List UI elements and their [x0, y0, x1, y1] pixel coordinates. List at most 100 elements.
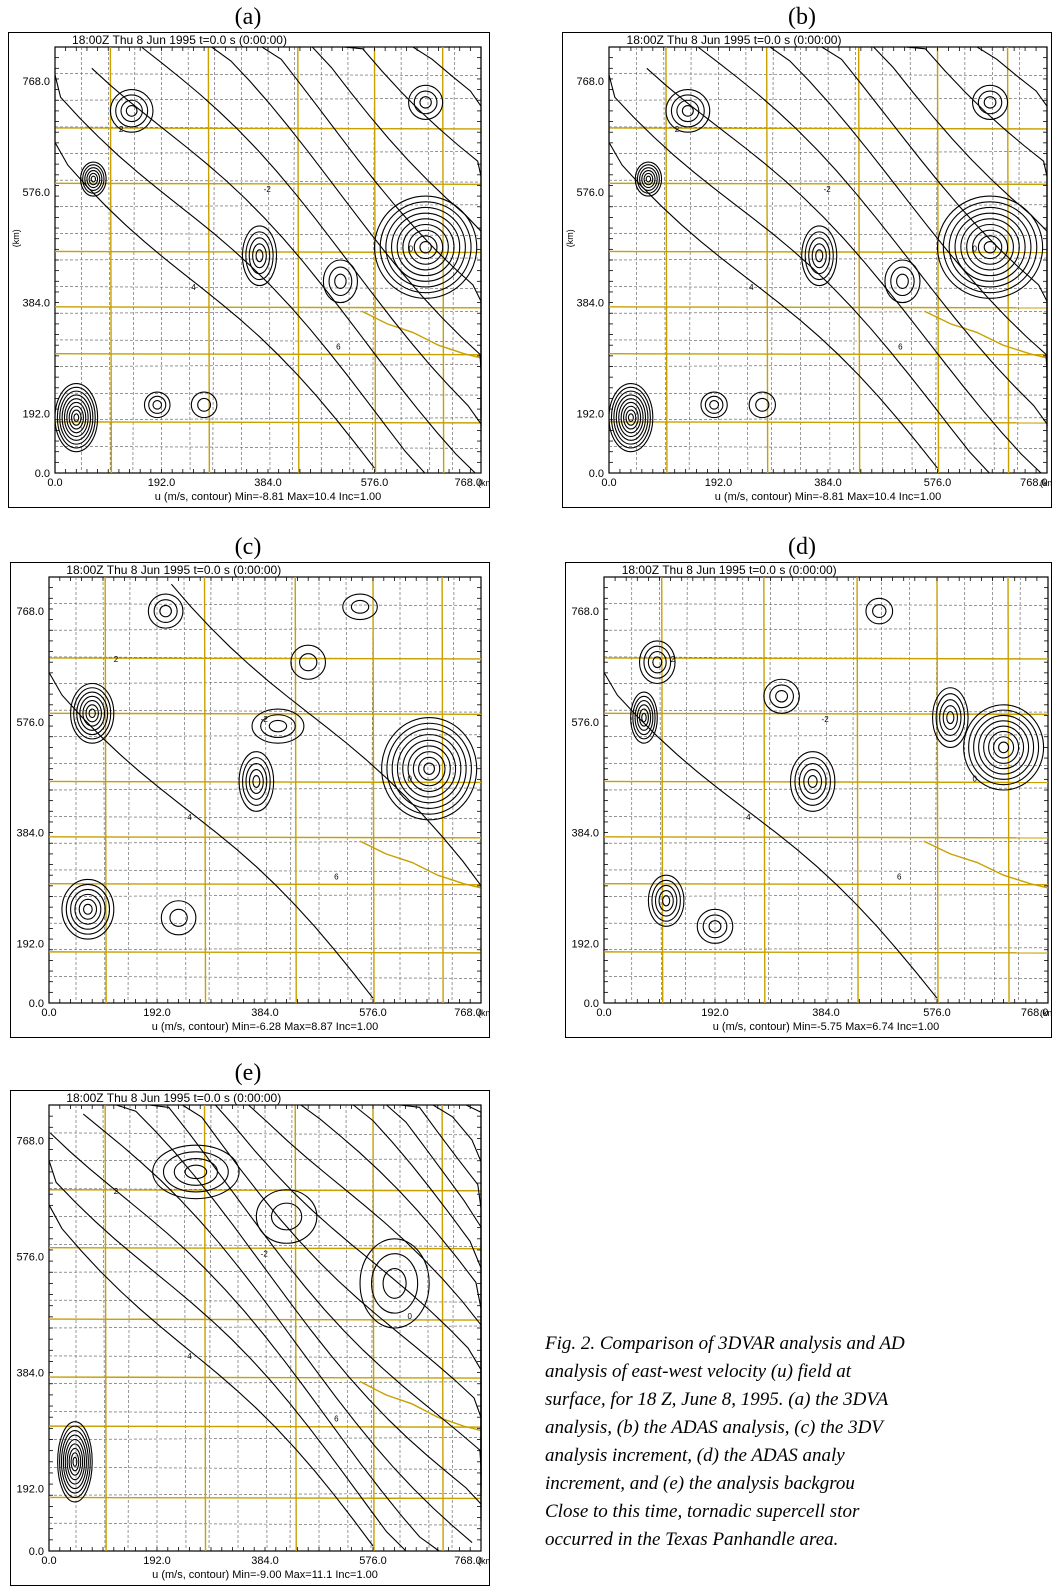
y-tick-label: 0.0: [589, 468, 604, 480]
x-tick-label: 384.0: [251, 1555, 279, 1567]
y-tick-label: 768.0: [16, 606, 44, 618]
contour-label: 4: [749, 283, 754, 292]
panel-label-d: (d): [788, 534, 816, 560]
contour-map-c: 18:00Z Thu 8 Jun 1995 t=0.0 s (0:00:00) 2…: [16, 563, 489, 1033]
x-tick-label: 0.0: [596, 1007, 611, 1019]
contour-label: -2: [261, 715, 269, 724]
y-tick-label: 384.0: [16, 828, 44, 840]
x-tick-label: 0.0: [47, 477, 62, 489]
x-tick-label: 0.0: [601, 477, 616, 489]
x-tick-label: 192.0: [701, 1007, 729, 1019]
y-tick-label: 768.0: [571, 606, 599, 618]
contour-label: 2: [119, 125, 124, 134]
y-tick-label: 384.0: [16, 1368, 44, 1380]
state-lines: [48, 1104, 482, 1552]
x-tick-label: 0.0: [41, 1007, 56, 1019]
contour-lines: [54, 46, 482, 474]
y-tick-label: 192.0: [576, 408, 604, 420]
x-unit-label: (km): [478, 1008, 489, 1018]
panel-footer: u (m/s, contour) Min=-6.28 Max=8.87 Inc=…: [152, 1021, 379, 1033]
contour-label: 0: [408, 1312, 413, 1321]
contour-label: -2: [264, 185, 272, 194]
x-unit-label: (km): [1040, 1008, 1051, 1018]
y-tick-label: 576.0: [571, 717, 599, 729]
caption-line: occurred in the Texas Panhandle area.: [545, 1529, 839, 1550]
x-tick-label: 576.0: [924, 477, 952, 489]
x-tick-label: 192.0: [143, 1007, 171, 1019]
panel-header: 18:00Z Thu 8 Jun 1995 t=0.0 s (0:00:00): [66, 1091, 281, 1105]
y-unit-label: (km): [11, 229, 21, 247]
panel-header: 18:00Z Thu 8 Jun 1995 t=0.0 s (0:00:00): [627, 33, 842, 47]
x-tick-label: 768.0: [1020, 477, 1048, 489]
y-tick-label: 384.0: [576, 298, 604, 310]
x-tick-label: 576.0: [923, 1007, 951, 1019]
contour-label: -2: [824, 185, 832, 194]
caption-line: analysis of east-west velocity (u) field…: [545, 1361, 852, 1382]
contour-map-d: 18:00Z Thu 8 Jun 1995 t=0.0 s (0:00:00) 2…: [571, 563, 1051, 1033]
caption-line: Close to this time, tornadic supercell s…: [545, 1501, 860, 1522]
x-tick-label: 576.0: [359, 1007, 387, 1019]
contour-label: 6: [334, 1415, 339, 1424]
panel-label-a: (a): [234, 4, 262, 30]
contour-label: 6: [898, 342, 903, 351]
contour-label: 4: [746, 813, 751, 822]
county-lines: [48, 576, 482, 1004]
contour-label: 2: [671, 655, 676, 664]
caption-line: surface, for 18 Z, June 8, 1995. (a) the…: [545, 1389, 889, 1410]
figure-caption: Fig. 2. Comparison of 3DVAR analysis and…: [545, 1330, 1050, 1554]
contour-map-a: 18:00Z Thu 8 Jun 1995 t=0.0 s (0:00:00) 2…: [11, 33, 489, 503]
y-tick-label: 768.0: [576, 76, 604, 88]
contour-lines: [48, 583, 482, 999]
y-tick-label: 192.0: [22, 408, 50, 420]
contour-label: 0: [973, 774, 978, 783]
panel-label-e: (e): [234, 1060, 262, 1086]
y-tick-label: 0.0: [35, 468, 50, 480]
contour-label: 2: [114, 1187, 119, 1196]
panel-d: 18:00Z Thu 8 Jun 1995 t=0.0 s (0:00:00) 2…: [565, 562, 1052, 1038]
caption-line: Fig. 2. Comparison of 3DVAR analysis and…: [545, 1333, 905, 1354]
contour-label: 6: [897, 872, 902, 881]
contour-label: -2: [822, 715, 830, 724]
y-tick-label: 576.0: [16, 717, 44, 729]
contour-label: 0: [408, 774, 413, 783]
contour-label: 4: [191, 283, 196, 292]
x-tick-label: 768.0: [454, 1007, 482, 1019]
panel-header: 18:00Z Thu 8 Jun 1995 t=0.0 s (0:00:00): [622, 563, 837, 577]
y-tick-label: 384.0: [571, 828, 599, 840]
x-tick-label: 384.0: [814, 477, 842, 489]
y-tick-label: 576.0: [16, 1252, 44, 1264]
y-unit-label: (km): [565, 229, 575, 247]
contour-label: -2: [261, 1250, 269, 1259]
x-unit-label: (km): [478, 478, 489, 488]
contour-lines: [608, 46, 1048, 474]
panel-c: 18:00Z Thu 8 Jun 1995 t=0.0 s (0:00:00) 2…: [10, 562, 490, 1038]
y-tick-label: 0.0: [29, 1546, 44, 1558]
contour-label: 6: [336, 342, 341, 351]
y-tick-label: 0.0: [584, 998, 599, 1010]
y-tick-label: 384.0: [22, 298, 50, 310]
x-tick-label: 576.0: [361, 477, 389, 489]
contour-label: 2: [114, 655, 119, 664]
contour-label: 2: [675, 125, 680, 134]
contour-label: 0: [973, 244, 978, 253]
panel-label-c: (c): [234, 534, 262, 560]
contour-map-e: 18:00Z Thu 8 Jun 1995 t=0.0 s (0:00:00) 2…: [16, 1091, 489, 1581]
x-tick-label: 768.0: [454, 1555, 482, 1567]
x-tick-label: 384.0: [254, 477, 282, 489]
panel-label-b: (b): [788, 4, 816, 30]
county-lines: [48, 1104, 482, 1552]
panel-footer: u (m/s, contour) Min=-5.75 Max=6.74 Inc=…: [713, 1021, 940, 1033]
contour-lines: [603, 597, 1045, 999]
x-tick-label: 0.0: [41, 1555, 56, 1567]
x-tick-label: 576.0: [359, 1555, 387, 1567]
contour-label: 4: [187, 1352, 192, 1361]
panel-b: 18:00Z Thu 8 Jun 1995 t=0.0 s (0:00:00) 2…: [562, 32, 1052, 508]
contour-label: 6: [334, 872, 339, 881]
panel-header: 18:00Z Thu 8 Jun 1995 t=0.0 s (0:00:00): [66, 563, 281, 577]
caption-line: analysis, (b) the ADAS analysis, (c) the…: [545, 1417, 883, 1438]
caption-line: increment, and (e) the analysis backgrou: [545, 1473, 855, 1494]
x-tick-label: 192.0: [143, 1555, 171, 1567]
contour-label: 4: [187, 813, 192, 822]
y-tick-label: 192.0: [16, 1484, 44, 1496]
contour-label: 0: [409, 244, 414, 253]
